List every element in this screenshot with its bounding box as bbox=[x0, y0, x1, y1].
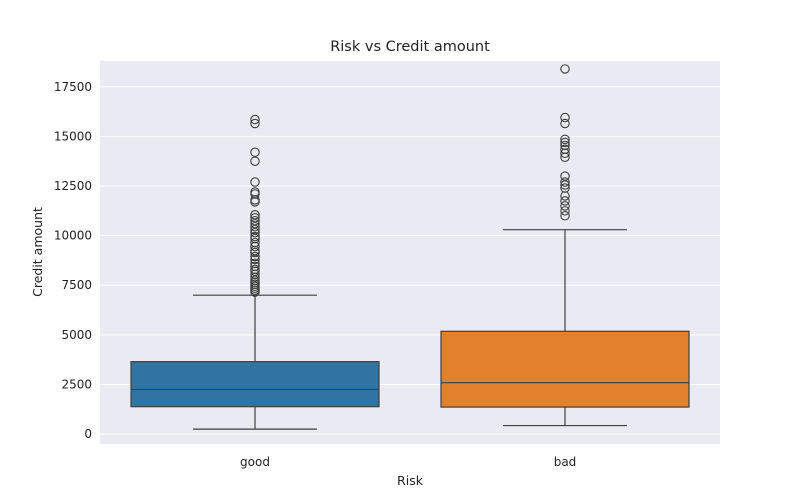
y-tick-label: 0 bbox=[84, 427, 92, 441]
y-axis-label: Credit amount bbox=[30, 207, 45, 297]
outlier-point bbox=[250, 114, 260, 125]
outlier-point bbox=[250, 156, 260, 166]
y-gridlines bbox=[100, 86, 720, 435]
outlier-point bbox=[560, 180, 570, 190]
y-tick-label: 17500 bbox=[54, 80, 92, 94]
outlier-point bbox=[560, 137, 570, 148]
outlier-point bbox=[560, 118, 570, 129]
outlier-point bbox=[250, 251, 260, 262]
boxes bbox=[130, 64, 690, 430]
outlier-point bbox=[560, 148, 570, 159]
box-bad bbox=[440, 330, 690, 408]
x-tick-label: bad bbox=[554, 455, 577, 469]
outlier-point bbox=[560, 211, 570, 221]
outlier-point bbox=[560, 177, 570, 187]
outlier-point bbox=[250, 254, 260, 265]
outlier-point bbox=[560, 191, 570, 201]
y-tick-label: 2500 bbox=[61, 377, 92, 391]
outlier-point bbox=[560, 64, 570, 74]
outlier-point bbox=[560, 201, 570, 211]
chart-title: Risk vs Credit amount bbox=[330, 39, 490, 55]
y-tick-label: 10000 bbox=[54, 229, 92, 243]
outlier-point bbox=[250, 197, 260, 207]
outlier-point bbox=[560, 152, 570, 162]
outlier-point bbox=[250, 227, 260, 238]
outlier-point bbox=[250, 177, 260, 187]
y-tick-labels: 0 2500 5000 7500 10000 12500 15000 17500 bbox=[54, 80, 92, 441]
x-axis-label: Risk bbox=[397, 473, 424, 488]
outlier-point bbox=[560, 206, 570, 216]
y-tick-label: 12500 bbox=[54, 179, 92, 193]
x-tick-label: good bbox=[240, 455, 270, 469]
y-tick-label: 7500 bbox=[61, 278, 92, 292]
outlier-point bbox=[560, 112, 570, 123]
outlier-point bbox=[560, 196, 570, 206]
outlier-point bbox=[250, 221, 260, 232]
outlier-point bbox=[250, 118, 260, 129]
box-good bbox=[130, 361, 380, 408]
outlier-point bbox=[560, 134, 570, 145]
outlier-point bbox=[250, 241, 260, 252]
outlier-point bbox=[250, 247, 260, 258]
y-tick-label: 5000 bbox=[61, 328, 92, 342]
y-tick-label: 15000 bbox=[54, 129, 92, 143]
outlier-point bbox=[250, 287, 260, 297]
x-tick-labels: good bad bbox=[240, 455, 576, 469]
